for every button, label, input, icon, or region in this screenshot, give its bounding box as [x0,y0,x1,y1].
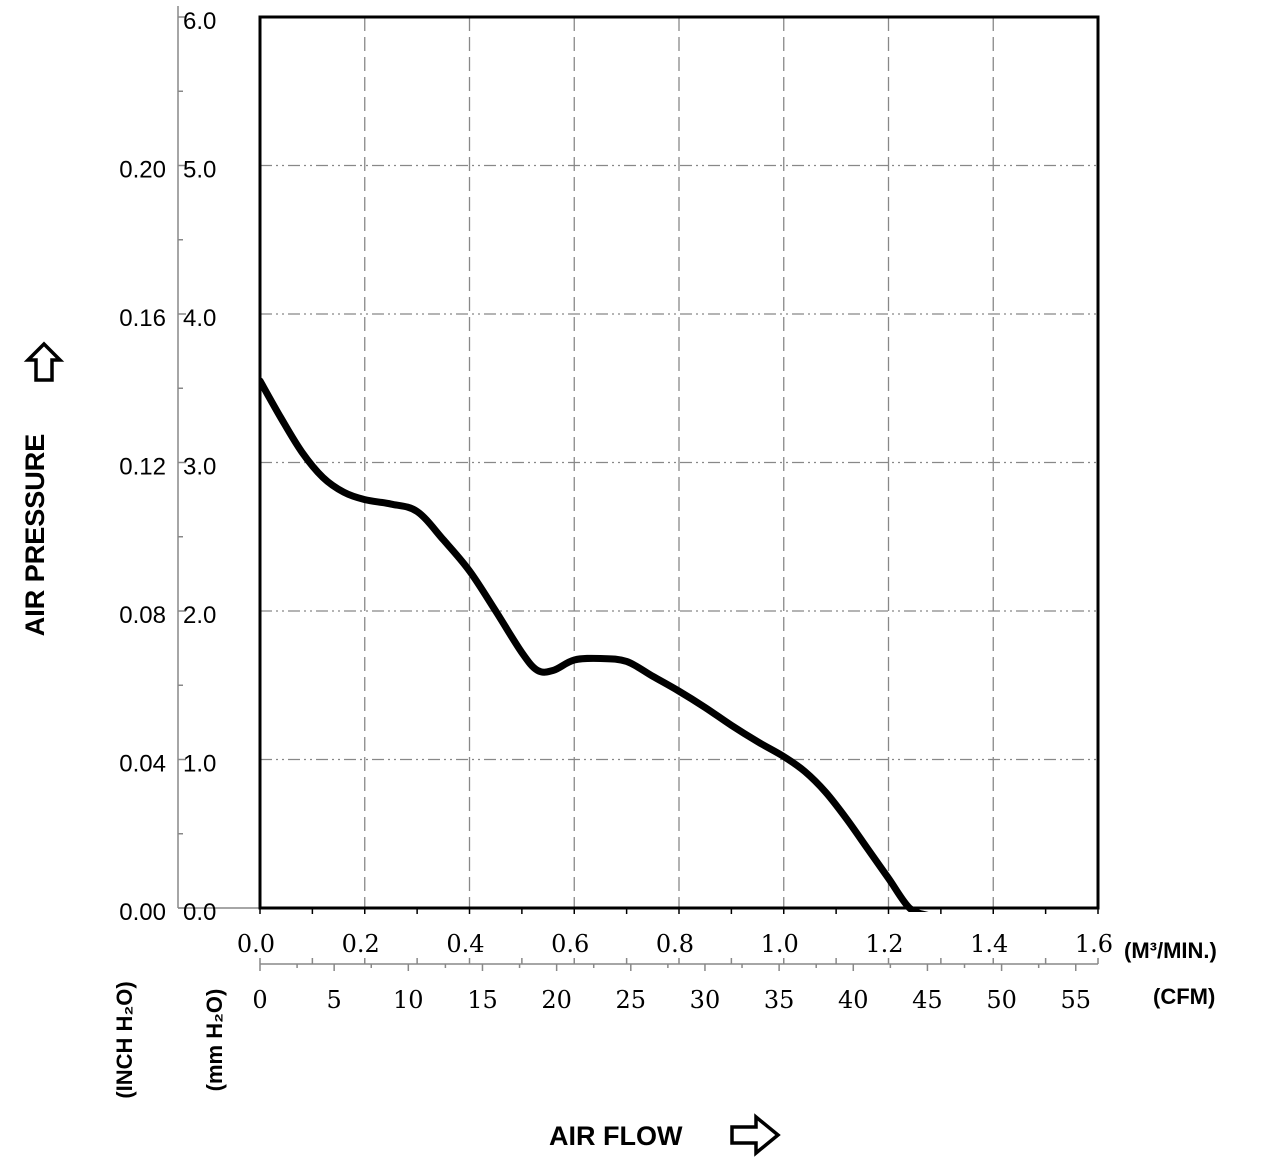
x-axis-title: AIR FLOW [549,1121,683,1151]
y-units-mm: (mm H₂O) [202,989,227,1092]
cfm-tick-label: 0 [252,986,267,1014]
cfm-tick-label: 35 [764,986,795,1014]
cfm-tick-label: 15 [467,986,498,1014]
y-tick-label-inch: 0.12 [119,454,166,481]
cfm-tick-label: 10 [393,986,424,1014]
cfm-tick-label: 25 [616,986,647,1014]
x-tick-label: 1.6 [1075,930,1113,958]
cfm-tick-label: 55 [1060,986,1091,1014]
y-tick-label-mm: 3.0 [183,454,216,481]
right-arrow-icon [732,1117,778,1153]
up-arrow-icon [28,344,60,380]
x-units-primary: (M³/MIN.) [1124,938,1217,963]
y-tick-label-mm: 0.0 [183,899,216,926]
y-tick-label-mm: 1.0 [183,751,216,778]
x-tick-label: 0.8 [656,930,694,958]
cfm-tick-label: 40 [838,986,869,1014]
x-tick-label: 0.4 [446,930,484,958]
y-tick-label-inch: 0.08 [119,602,166,629]
y-tick-label-inch: 0.04 [119,751,166,778]
cfm-tick-label: 30 [690,986,721,1014]
cfm-tick-label: 20 [541,986,572,1014]
x-tick-label: 0.6 [551,930,589,958]
cfm-tick-label: 50 [986,986,1017,1014]
x-tick-labels-cfm: 0 5 10 15 20 25 30 35 40 45 50 55 [252,986,1091,1014]
cfm-tick-label: 5 [327,986,342,1014]
y-tick-label-mm: 4.0 [183,305,216,332]
x-tick-labels-m3min: 0.0 0.2 0.4 0.6 0.8 1.0 1.2 1.4 1.6 [237,930,1113,958]
x-tick-label: 1.0 [761,930,799,958]
x-tick-label: 0.0 [237,930,275,958]
y-tick-label-inch: 0.16 [119,305,166,332]
x-tick-label: 1.2 [865,930,903,958]
y-units-inch: (INCH H₂O) [112,981,137,1098]
y-axis-title: AIR PRESSURE [20,434,50,637]
cfm-tick-label: 45 [912,986,943,1014]
fan-curve-line [260,381,928,916]
y-tick-label-inch: 0.00 [119,899,166,926]
y-tick-labels-mm: 0.0 1.0 2.0 3.0 4.0 5.0 6.0 [183,8,216,926]
y-tick-label-mm: 2.0 [183,602,216,629]
grid-lines [260,17,1098,908]
x-units-secondary: (CFM) [1153,984,1215,1009]
y-tick-labels-inch: 0.00 0.04 0.08 0.12 0.16 0.20 [119,157,166,927]
y-tick-label-mm: 6.0 [183,8,216,35]
y-tick-label-inch: 0.20 [119,157,166,184]
y-tick-label-mm: 5.0 [183,157,216,184]
x-tick-label: 0.2 [342,930,380,958]
x-tick-label: 1.4 [970,930,1008,958]
